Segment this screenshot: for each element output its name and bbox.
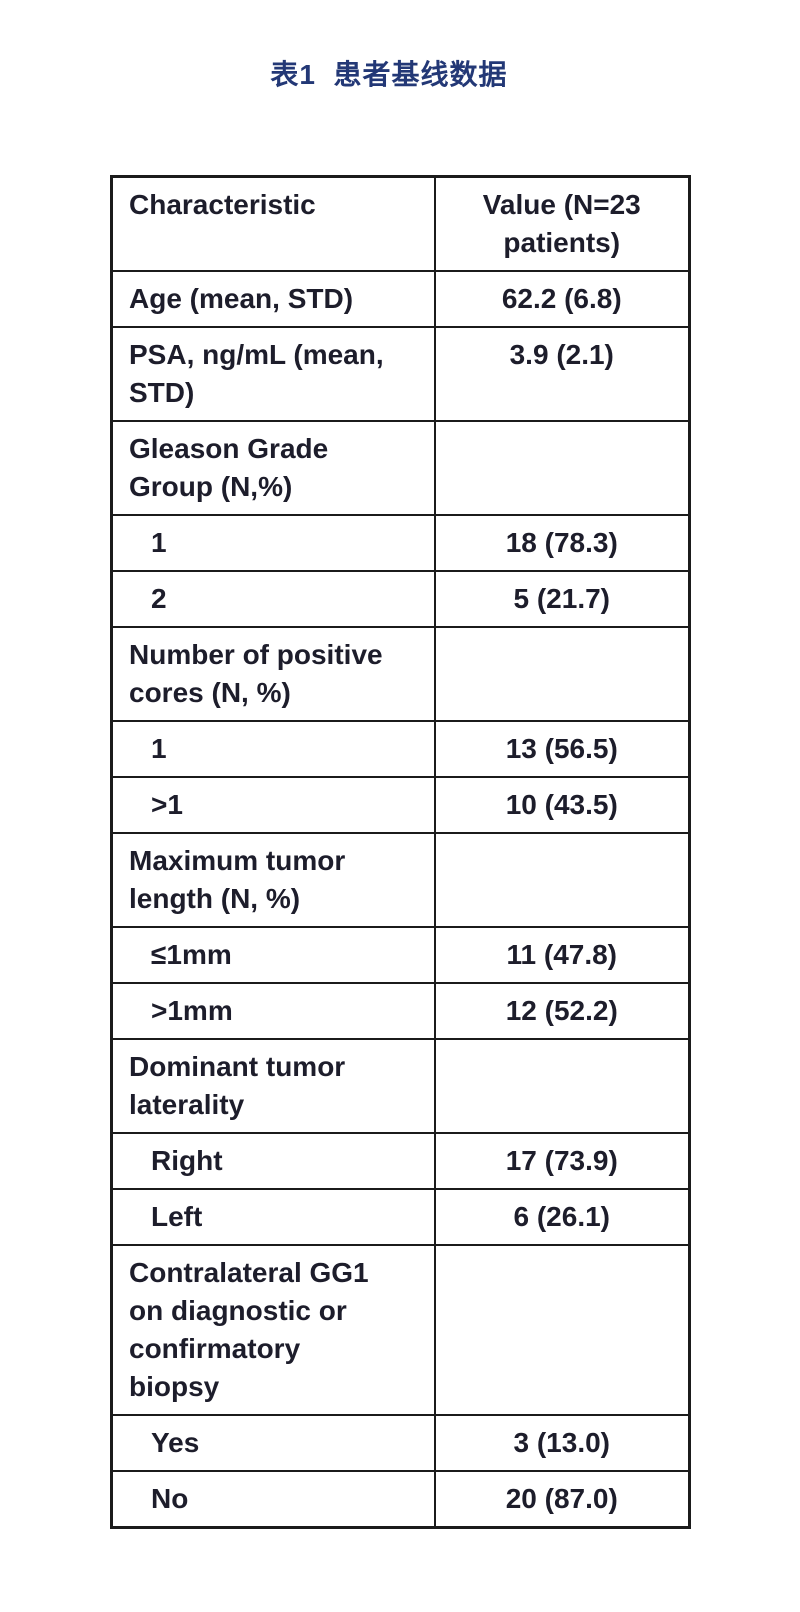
row-value: 5 (21.7) [433,570,691,628]
row-label: 1 [110,720,436,778]
row-label: Left [110,1188,436,1246]
baseline-characteristics-table: Characteristic Value (N=23 patients) Age… [110,175,691,1529]
table-row: Left 6 (26.1) [110,1188,691,1246]
row-label: Dominant tumor laterality [110,1038,436,1134]
row-value: 11 (47.8) [433,926,691,984]
table-row: Age (mean, STD) 62.2 (6.8) [110,270,691,328]
table-row: 1 18 (78.3) [110,514,691,572]
row-label: PSA, ng/mL (mean, STD) [110,326,436,422]
row-value: 12 (52.2) [433,982,691,1040]
row-label: ≤1mm [110,926,436,984]
row-value: 17 (73.9) [433,1132,691,1190]
row-value: 10 (43.5) [433,776,691,834]
table-row: >1mm 12 (52.2) [110,982,691,1040]
row-value: 62.2 (6.8) [433,270,691,328]
row-label: Yes [110,1414,436,1472]
row-label: Age (mean, STD) [110,270,436,328]
row-value: 3 (13.0) [433,1414,691,1472]
row-value: 18 (78.3) [433,514,691,572]
row-value [433,1038,691,1134]
table-row: 1 13 (56.5) [110,720,691,778]
table-row: No 20 (87.0) [110,1470,691,1529]
row-label: 2 [110,570,436,628]
table-caption: 表1 患者基线数据 [270,59,508,90]
table-row: Contralateral GG1 on diagnostic or confi… [110,1244,691,1416]
row-label: >1mm [110,982,436,1040]
row-value [433,1244,691,1416]
row-value [433,832,691,928]
row-label: Gleason Grade Group (N,%) [110,420,436,516]
col-header-value: Value (N=23 patients) [433,175,691,272]
row-value: 20 (87.0) [433,1470,691,1529]
row-label: >1 [110,776,436,834]
table-row: Number of positive cores (N, %) [110,626,691,722]
row-label: Right [110,1132,436,1190]
table-row: Dominant tumor laterality [110,1038,691,1134]
row-label: 1 [110,514,436,572]
row-value: 13 (56.5) [433,720,691,778]
row-value: 3.9 (2.1) [433,326,691,422]
header-row: Characteristic Value (N=23 patients) [110,175,691,272]
row-label: Maximum tumor length (N, %) [110,832,436,928]
table-row: Yes 3 (13.0) [110,1414,691,1472]
table-row: PSA, ng/mL (mean, STD) 3.9 (2.1) [110,326,691,422]
col-header-characteristic: Characteristic [110,175,436,272]
table-row: Maximum tumor length (N, %) [110,832,691,928]
table-row: >1 10 (43.5) [110,776,691,834]
row-value [433,626,691,722]
table-row: Gleason Grade Group (N,%) [110,420,691,516]
row-label: Contralateral GG1 on diagnostic or confi… [110,1244,436,1416]
row-label: No [110,1470,436,1529]
row-value: 6 (26.1) [433,1188,691,1246]
row-label: Number of positive cores (N, %) [110,626,436,722]
table-row: Right 17 (73.9) [110,1132,691,1190]
table-row: ≤1mm 11 (47.8) [110,926,691,984]
row-value [433,420,691,516]
table-body: Age (mean, STD) 62.2 (6.8) PSA, ng/mL (mea… [110,270,691,1529]
